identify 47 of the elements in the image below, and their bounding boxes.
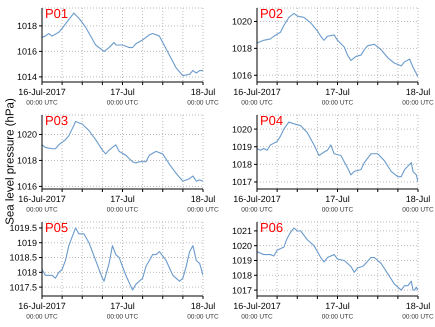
x-tick-label: 16-Jul-2017 00:00 UTC: [18, 87, 66, 106]
y-tick-label: 1018: [16, 268, 37, 278]
chart-title: P02: [260, 6, 284, 21]
x-tick-label: 16-Jul-2017 00:00 UTC: [233, 87, 281, 106]
x-tick-label: 17-Jul 00:00 UTC: [322, 301, 354, 320]
x-tick-label: 16-Jul-2017 00:00 UTC: [18, 301, 66, 320]
y-tick-label: 1020: [232, 124, 252, 134]
y-tick-label: 1019: [232, 256, 252, 266]
x-tick-label: 16-Jul-2017 00:00 UTC: [233, 301, 281, 320]
y-tick-label: 1016: [16, 182, 37, 192]
y-tick-label: 1017.5: [9, 282, 37, 292]
x-tick-label: 17-Jul 00:00 UTC: [106, 87, 139, 106]
y-tick-label: 1019.5: [9, 223, 37, 234]
x-tick-label: 16-Jul-2017 00:00 UTC: [233, 194, 281, 214]
chart-title: P04: [260, 113, 284, 128]
chart-title: P05: [45, 220, 68, 235]
y-tick-label: 1018: [16, 21, 37, 32]
y-tick-label: 1017: [232, 177, 252, 188]
y-tick-label: 1018: [232, 44, 252, 54]
x-tick-label: 18-Jul 00:00 UTC: [187, 87, 220, 106]
chart-title: P01: [45, 6, 68, 21]
chart-title: P06: [260, 220, 284, 235]
x-tick-label: 17-Jul 00:00 UTC: [322, 194, 354, 214]
x-tick-label: 18-Jul 00:00 UTC: [402, 87, 434, 106]
y-tick-label: 1014: [16, 72, 37, 82]
x-tick-label: 18-Jul 00:00 UTC: [402, 194, 434, 214]
y-tick-label: 1020: [232, 16, 252, 27]
x-tick-label: 17-Jul 00:00 UTC: [322, 87, 354, 106]
y-tick-label: 1020: [16, 130, 37, 140]
y-tick-label: 1021: [232, 226, 252, 236]
y-tick-label: 1016: [16, 46, 37, 57]
chart-title: P03: [45, 113, 68, 128]
y-tick-label: 1019: [232, 142, 252, 152]
y-tick-label: 1018: [232, 160, 252, 170]
y-tick-label: 1018: [16, 156, 37, 166]
x-tick-label: 16-Jul-2017 00:00 UTC: [18, 194, 66, 214]
y-tick-label: 1019: [16, 238, 37, 248]
y-tick-label: 1016: [232, 70, 252, 80]
y-tick-label: 1017: [232, 285, 252, 296]
y-tick-label: 1020: [232, 240, 252, 251]
y-tick-label: 1018: [232, 270, 252, 280]
x-tick-label: 17-Jul 00:00 UTC: [106, 194, 139, 214]
x-tick-label: 18-Jul 00:00 UTC: [187, 194, 220, 214]
x-tick-label: 18-Jul 00:00 UTC: [187, 301, 220, 320]
y-tick-label: 1018.5: [9, 252, 37, 263]
x-tick-label: 18-Jul 00:00 UTC: [402, 301, 434, 320]
x-tick-label: 17-Jul 00:00 UTC: [106, 301, 139, 320]
